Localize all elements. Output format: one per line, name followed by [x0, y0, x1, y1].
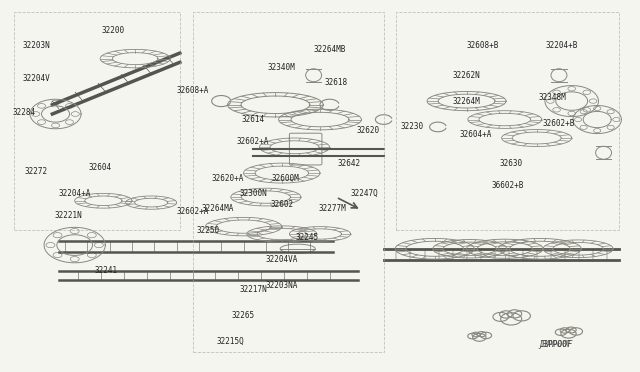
- Text: 32630: 32630: [500, 159, 523, 169]
- Text: 32642: 32642: [337, 159, 360, 169]
- Text: 32204V: 32204V: [22, 74, 51, 83]
- Text: 36602+B: 36602+B: [492, 182, 524, 190]
- Text: 32230: 32230: [401, 122, 424, 131]
- Text: 32602+B: 32602+B: [543, 119, 575, 128]
- Text: 32284: 32284: [12, 108, 35, 117]
- Text: 32200: 32200: [101, 26, 124, 35]
- Text: J3PP00F: J3PP00F: [539, 340, 573, 349]
- Text: 32608+B: 32608+B: [467, 41, 499, 50]
- Text: 32262N: 32262N: [452, 71, 481, 80]
- Text: 32204VA: 32204VA: [266, 255, 298, 264]
- Text: 32245: 32245: [296, 233, 319, 242]
- Text: 32264MB: 32264MB: [314, 45, 346, 54]
- Text: 32300N: 32300N: [239, 189, 267, 198]
- Text: 32604: 32604: [88, 163, 112, 172]
- Text: 32221N: 32221N: [54, 211, 82, 220]
- Text: 32608+A: 32608+A: [177, 86, 209, 94]
- Text: 32600M: 32600M: [271, 174, 299, 183]
- Text: 32241: 32241: [95, 266, 118, 275]
- Text: 32264MA: 32264MA: [202, 203, 234, 213]
- Text: 32203N: 32203N: [22, 41, 51, 50]
- Text: 32620+A: 32620+A: [211, 174, 244, 183]
- Text: 32604+A: 32604+A: [460, 130, 492, 139]
- Text: 32602: 32602: [270, 200, 293, 209]
- Text: 32217N: 32217N: [239, 285, 267, 294]
- Text: 32340M: 32340M: [268, 63, 296, 72]
- Text: J3PP00F: J3PP00F: [540, 340, 572, 349]
- Text: 32203NA: 32203NA: [266, 281, 298, 290]
- Text: 32620: 32620: [356, 126, 380, 135]
- Text: 32250: 32250: [197, 226, 220, 235]
- Text: 32204+B: 32204+B: [546, 41, 579, 50]
- Text: 32204+A: 32204+A: [58, 189, 91, 198]
- Text: 32602+A: 32602+A: [177, 207, 209, 217]
- Text: 32272: 32272: [25, 167, 48, 176]
- Text: 32265: 32265: [232, 311, 255, 320]
- Text: 32215Q: 32215Q: [217, 337, 244, 346]
- Text: 32277M: 32277M: [319, 203, 347, 213]
- Text: 32602+A: 32602+A: [237, 137, 269, 146]
- Text: 32348M: 32348M: [539, 93, 566, 102]
- Text: 32614: 32614: [241, 115, 265, 124]
- Text: 32618: 32618: [324, 78, 348, 87]
- Text: 32264M: 32264M: [452, 97, 481, 106]
- Text: 32247Q: 32247Q: [351, 189, 378, 198]
